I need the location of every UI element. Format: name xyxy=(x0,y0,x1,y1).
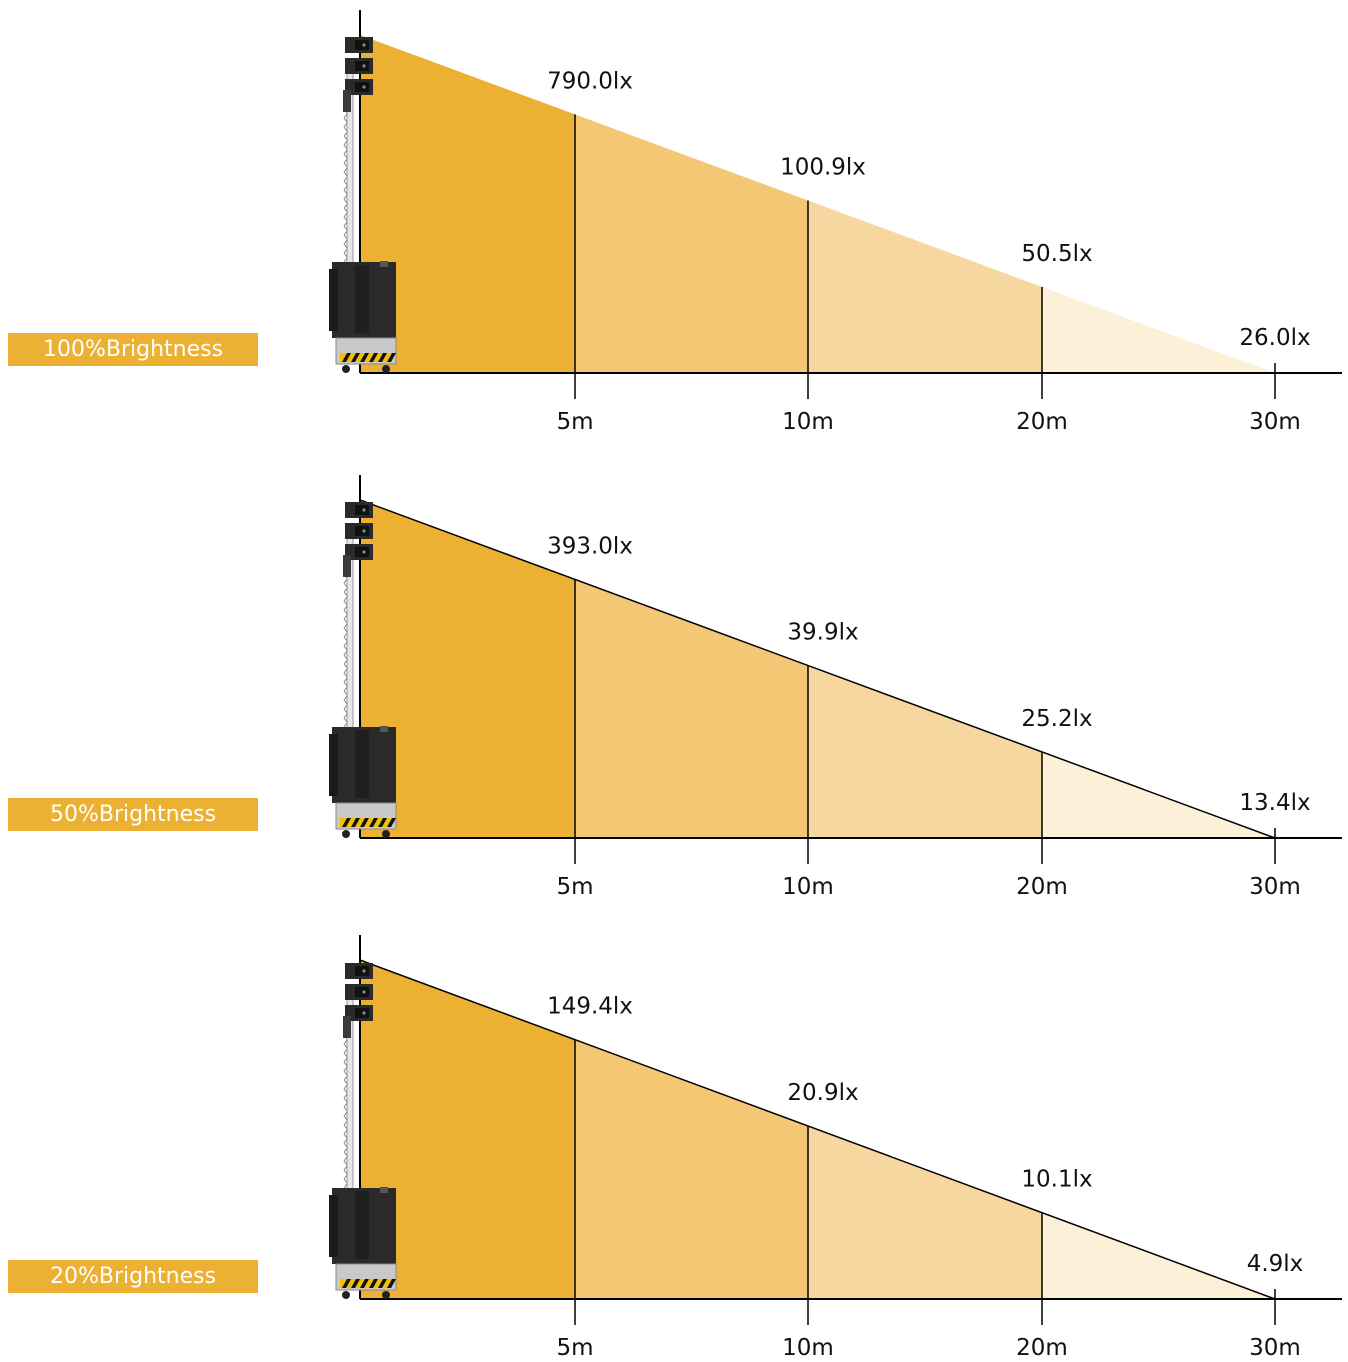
distance-label: 30m xyxy=(1249,409,1301,435)
light-zone xyxy=(808,1126,1042,1299)
distance-label: 10m xyxy=(782,874,834,900)
illuminance-label: 393.0lx xyxy=(547,533,633,559)
light-zone xyxy=(575,579,808,838)
distance-label: 20m xyxy=(1016,874,1068,900)
illuminance-label: 4.9lx xyxy=(1247,1251,1304,1277)
illuminance-label: 26.0lx xyxy=(1239,325,1310,351)
light-zone xyxy=(808,200,1042,373)
illuminance-label: 25.2lx xyxy=(1021,706,1092,732)
light-zone xyxy=(808,665,1042,838)
distance-label: 5m xyxy=(556,1335,593,1361)
illuminance-label: 790.0lx xyxy=(547,68,633,94)
lighting-panel: 790.0lx 100.9lx 50.5lx 26.0lx 5m 10m 20m 30m xyxy=(329,10,1342,435)
illuminance-label: 50.5lx xyxy=(1021,241,1092,267)
light-zone xyxy=(575,1040,808,1299)
illuminance-label: 13.4lx xyxy=(1239,790,1310,816)
illuminance-label: 149.4lx xyxy=(547,994,633,1020)
illuminance-label: 10.1lx xyxy=(1021,1167,1092,1193)
distance-label: 5m xyxy=(556,874,593,900)
distance-label: 5m xyxy=(556,409,593,435)
illuminance-label: 39.9lx xyxy=(787,619,858,645)
lighting-panel: 393.0lx 39.9lx 25.2lx 13.4lx 5m 10m 20m 30m xyxy=(329,475,1342,900)
distance-label: 10m xyxy=(782,409,834,435)
lighting-panel: 149.4lx 20.9lx 10.1lx 4.9lx 5m 10m 20m 30m xyxy=(329,935,1342,1361)
distance-label: 30m xyxy=(1249,1335,1301,1361)
distance-label: 30m xyxy=(1249,874,1301,900)
illuminance-label: 100.9lx xyxy=(780,154,866,180)
light-zone xyxy=(575,114,808,373)
distance-label: 10m xyxy=(782,1335,834,1361)
illuminance-label: 20.9lx xyxy=(787,1080,858,1106)
distance-label: 20m xyxy=(1016,1335,1068,1361)
distance-label: 20m xyxy=(1016,409,1068,435)
